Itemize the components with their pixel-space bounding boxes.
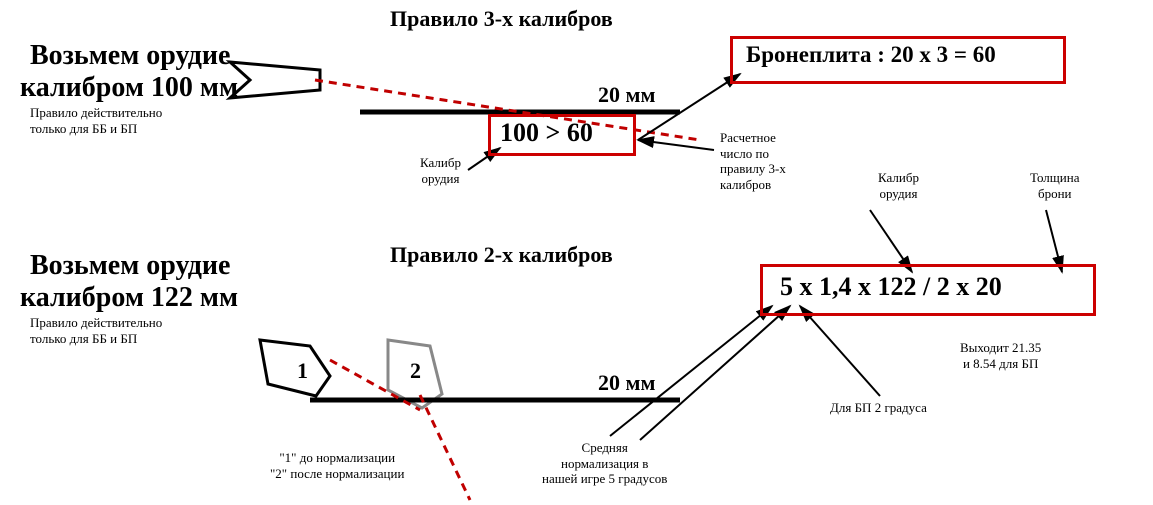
s2-formula: 5 x 1,4 x 122 / 2 x 20 [780,272,1002,302]
s1-gun-note: Правило действительно только для ББ и БП [30,105,162,136]
s2-thick-label: Толщина брони [1030,170,1079,201]
s2-title: Правило 2-х калибров [390,242,613,268]
s1-plate: Бронеплита : 20 х 3 = 60 [746,42,996,68]
s1-caliber-label: Калибр орудия [420,155,461,186]
s2-armor-label: 20 мм [598,370,655,396]
s2-gun-note: Правило действительно только для ББ и БП [30,315,162,346]
s1-compare: 100 > 60 [500,118,593,148]
s2-gun-line2: калибром 122 мм [20,282,238,314]
s2-shell2-num: 2 [410,358,421,384]
s1-gun-line2: калибром 100 мм [20,72,238,104]
s2-bp-label: Для БП 2 градуса [830,400,927,416]
s2-norm-note: "1" до нормализации "2" после нормализац… [270,450,404,481]
s2-norm-label: Средняя нормализация в нашей игре 5 град… [542,440,667,487]
s2-gun-line1: Возьмем орудие [30,250,230,282]
s1-calc-label: Расчетное число по правилу 3-х калибров [720,130,786,192]
s2-caliber-label: Калибр орудия [878,170,919,201]
s2-result: Выходит 21.35 и 8.54 для БП [960,340,1041,371]
s2-shell1-num: 1 [297,358,308,384]
s1-armor-label: 20 мм [598,82,655,108]
s1-title: Правило 3-х калибров [390,6,613,32]
diagram-canvas: Правило 3-х калибров Возьмем орудие кали… [0,0,1153,505]
s1-gun-line1: Возьмем орудие [30,40,230,72]
